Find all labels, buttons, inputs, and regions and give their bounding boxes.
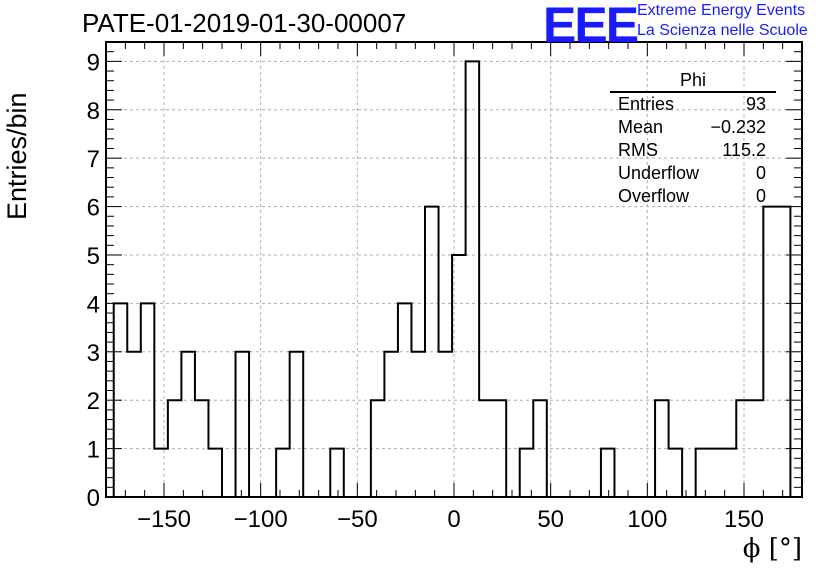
y-tick-label: 7 <box>87 146 100 173</box>
x-tick-label: −50 <box>337 506 378 533</box>
stats-row: Entries 93 <box>610 93 776 116</box>
histogram-bin <box>398 303 412 497</box>
y-tick-label: 5 <box>87 243 100 270</box>
stats-key: Overflow <box>618 186 690 206</box>
histogram-bin <box>208 449 222 497</box>
stats-key: Mean <box>618 117 664 137</box>
histogram-bin <box>181 352 195 497</box>
stats-row: RMS 115.2 <box>610 139 776 162</box>
stats-box: Phi Entries 93 Mean −0.232 RMS 115.2 Und… <box>610 70 776 208</box>
histogram-bin <box>466 61 480 497</box>
histogram-bin <box>330 449 344 497</box>
x-tick-label: 50 <box>537 506 564 533</box>
histogram-bin <box>723 449 737 497</box>
y-tick-label: 2 <box>87 388 100 415</box>
stats-value: 93 <box>745 94 766 114</box>
y-tick-label: 0 <box>87 485 100 512</box>
histogram-bin <box>439 352 453 497</box>
histogram-bin <box>709 449 723 497</box>
stats-key: RMS <box>618 140 658 160</box>
stats-key: Entries <box>618 94 675 114</box>
stats-value: −0.232 <box>710 117 766 137</box>
histogram-bin <box>236 352 250 497</box>
histogram-bin <box>452 255 466 497</box>
stats-key: Underflow <box>618 163 700 183</box>
stats-title: Phi <box>610 70 776 93</box>
logo-line-2: La Scienza nelle Scuole <box>637 22 808 39</box>
histogram-bin <box>696 449 710 497</box>
histogram-bin <box>520 449 534 497</box>
histogram-outline <box>112 60 792 498</box>
x-tick-label: −100 <box>234 506 288 533</box>
stats-row: Overflow 0 <box>610 185 776 208</box>
x-axis-label: ϕ [°] <box>742 534 802 564</box>
stats-row: Underflow 0 <box>610 162 776 185</box>
histogram-bin <box>290 352 304 497</box>
x-tick-label: 150 <box>724 506 764 533</box>
histogram-bin <box>127 352 141 497</box>
histogram-bin <box>601 449 615 497</box>
histogram-bin <box>411 352 425 497</box>
stats-value: 0 <box>755 163 766 183</box>
histogram-bin <box>384 352 398 497</box>
y-tick-label: 4 <box>87 291 100 318</box>
x-tick-label: 0 <box>447 506 460 533</box>
y-tick-label: 9 <box>87 49 100 76</box>
y-tick-label: 3 <box>87 340 100 367</box>
chart-title: PATE-01-2019-01-30-00007 <box>82 8 407 38</box>
x-tick-label: −150 <box>137 506 191 533</box>
stats-value: 0 <box>755 186 766 206</box>
y-tick-label: 1 <box>87 437 100 464</box>
eee-logo: EEE <box>543 0 639 53</box>
y-axis-label: Entries/bin <box>2 92 32 220</box>
y-tick-label: 6 <box>87 195 100 222</box>
stats-value: 115.2 <box>722 140 766 160</box>
histogram-bin <box>154 449 168 497</box>
histogram-bin <box>669 449 683 497</box>
histogram-bin <box>276 449 290 497</box>
stats-row: Mean −0.232 <box>610 116 776 139</box>
y-tick-label: 8 <box>87 98 100 125</box>
x-tick-label: 100 <box>627 506 667 533</box>
logo-line-1: Extreme Energy Events <box>637 2 806 19</box>
